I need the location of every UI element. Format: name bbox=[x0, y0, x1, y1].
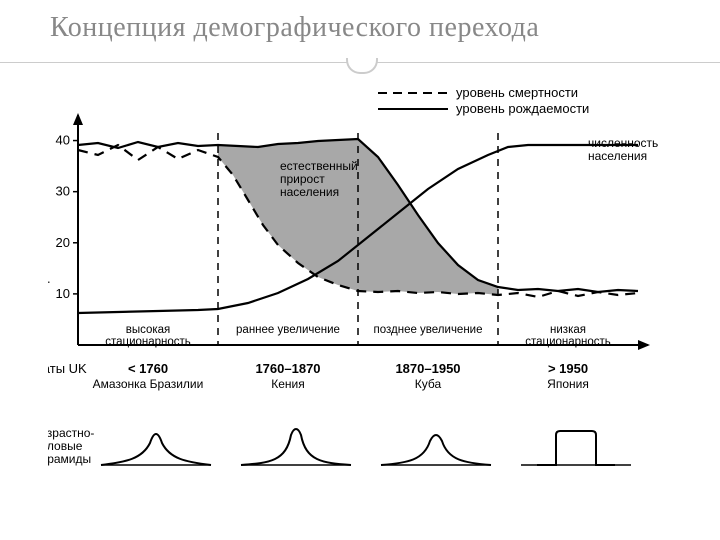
svg-text:низкаястационарность: низкаястационарность bbox=[525, 324, 611, 348]
slide-title: Концепция демографического перехода bbox=[0, 0, 720, 52]
svg-text:30: 30 bbox=[56, 184, 70, 199]
svg-text:1870–1950: 1870–1950 bbox=[395, 361, 460, 376]
svg-text:40: 40 bbox=[56, 133, 70, 148]
svg-text:возрастно-половыепирамиды: возрастно-половыепирамиды bbox=[48, 426, 94, 466]
svg-text:позднее увеличение: позднее увеличение bbox=[374, 324, 483, 336]
title-arc bbox=[346, 58, 378, 74]
svg-text:высокаястационарность: высокаястационарность bbox=[105, 324, 191, 348]
svg-text:< 1760: < 1760 bbox=[128, 361, 168, 376]
svg-text:Даты UK: Даты UK bbox=[48, 361, 87, 376]
demographic-transition-figure: уровень смертностиуровень рождаемости 10 2… bbox=[48, 85, 688, 535]
svg-text:уровень рождаемости: уровень рождаемости bbox=[456, 101, 589, 116]
svg-text:Общие коэффициенты рождаемости: Общие коэффициенты рождаемостии смертнос… bbox=[48, 127, 50, 333]
svg-text:Кения: Кения bbox=[271, 377, 305, 391]
svg-text:Япония: Япония bbox=[547, 377, 589, 391]
svg-text:Куба: Куба bbox=[415, 377, 442, 391]
svg-text:1760–1870: 1760–1870 bbox=[255, 361, 320, 376]
svg-text:уровень смертности: уровень смертности bbox=[456, 85, 578, 100]
svg-text:раннее увеличение: раннее увеличение bbox=[236, 324, 340, 336]
svg-text:20: 20 bbox=[56, 235, 70, 250]
svg-text:> 1950: > 1950 bbox=[548, 361, 588, 376]
svg-text:Амазонка Бразилии: Амазонка Бразилии bbox=[93, 377, 204, 391]
svg-text:численностьнаселения: численностьнаселения bbox=[588, 136, 658, 163]
svg-text:10: 10 bbox=[56, 286, 70, 301]
